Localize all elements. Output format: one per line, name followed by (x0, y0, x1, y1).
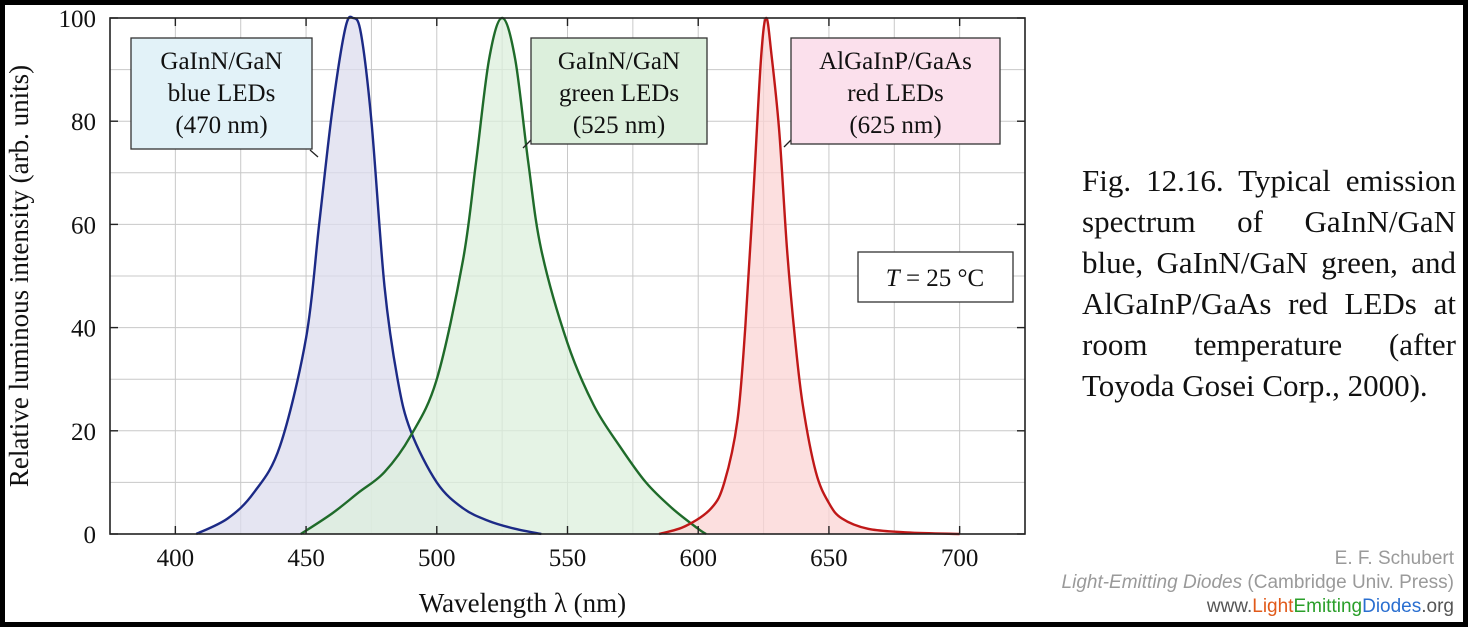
x-tick-label: 550 (549, 545, 587, 572)
temperature-box (857, 251, 1014, 303)
credit-book-line: Light-Emitting Diodes (Cambridge Univ. P… (934, 571, 1454, 595)
credit-url-prefix: www. (1206, 596, 1253, 617)
series-label-text: (525 nm) (573, 112, 665, 139)
series-label-box (130, 37, 313, 150)
temperature-text: T = 25 °C (886, 265, 984, 292)
series-line-0 (195, 15, 542, 536)
y-ticks: 0 20 40 60 80 100 (59, 6, 1025, 549)
series-line-1 (300, 16, 707, 536)
y-tick-label: 20 (71, 419, 96, 446)
x-tick-label: 650 (810, 545, 848, 572)
x-tick-label: 450 (287, 545, 325, 572)
temperature-value: = 25 °C (900, 265, 985, 292)
credit-url-suffix: .org (1421, 596, 1454, 617)
x-tick-label: 600 (679, 545, 717, 572)
x-tick-label: 500 (418, 545, 456, 572)
credit-url-light: Light (1252, 596, 1294, 617)
x-axis-label: Wavelength λ (nm) (419, 588, 626, 618)
x-tick-label: 700 (941, 545, 979, 572)
series-label-text: (470 nm) (175, 112, 267, 139)
figure-caption: Fig. 12.16. Typical emission spectrum of… (1082, 163, 1456, 403)
series-line-2 (658, 16, 960, 536)
series-label-0: GaInN/GaN blue LEDs (470 nm) (130, 37, 319, 158)
series-fill-1 (300, 18, 707, 534)
y-tick-label: 80 (71, 109, 96, 136)
x-ticks: 400 450 500 550 600 650 700 (157, 18, 979, 572)
series-fill-0 (196, 16, 542, 534)
series-label-text: red LEDs (847, 80, 944, 107)
series-label-text: AlGaInP/GaAs (819, 48, 972, 75)
series-label-box (790, 37, 1001, 145)
credit-url-emitting: Emitting (1293, 596, 1363, 617)
y-tick-label: 100 (59, 6, 97, 33)
series-label-text: green LEDs (559, 80, 679, 107)
series-label-text: blue LEDs (168, 80, 276, 107)
credit-publisher: (Cambridge Univ. Press) (1242, 572, 1454, 593)
credit-block: E. F. Schubert Light-Emitting Diodes (Ca… (934, 547, 1454, 619)
series-label-2: AlGaInP/GaAs red LEDs (625 nm) (783, 37, 1001, 148)
x-tick-label: 400 (157, 545, 195, 572)
credit-author: E. F. Schubert (1334, 548, 1454, 569)
series-lines (195, 15, 960, 536)
credit-url[interactable]: www.LightEmittingDiodes.org (934, 595, 1454, 619)
series-label-leader (783, 139, 792, 148)
series-fills (196, 16, 960, 535)
temperature-annotation: T = 25 °C (857, 251, 1014, 303)
y-tick-label: 40 (71, 316, 96, 343)
credit-url-diodes: Diodes (1362, 596, 1422, 617)
series-label-text: GaInN/GaN (558, 48, 680, 75)
series-label-box (530, 37, 708, 145)
series-label-1: GaInN/GaN green LEDs (525 nm) (522, 37, 708, 149)
temperature-symbol: T (886, 265, 902, 292)
series-label-text: (625 nm) (849, 112, 941, 139)
credit-book: Light-Emitting Diodes (1061, 572, 1243, 593)
series-label-leader (522, 139, 532, 149)
y-axis-label: Relative luminous intensity (arb. units) (4, 65, 34, 487)
series-label-text: GaInN/GaN (160, 48, 282, 75)
series-label-leader (309, 149, 319, 158)
y-tick-label: 60 (71, 212, 96, 239)
y-tick-label: 0 (84, 522, 97, 549)
